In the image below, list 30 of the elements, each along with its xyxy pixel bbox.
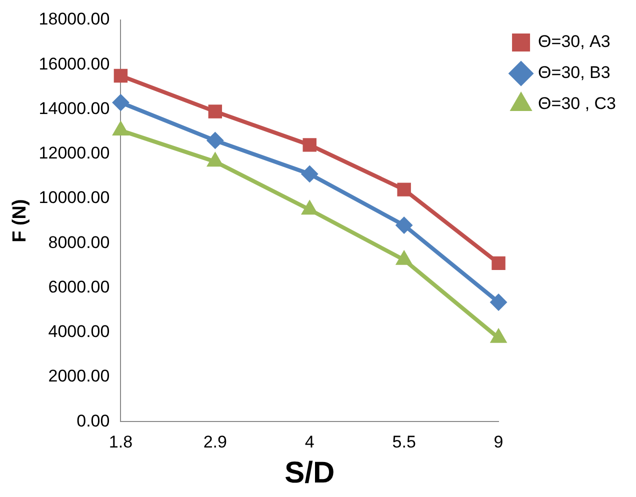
point xyxy=(206,132,224,149)
legend-label: Θ=30 , C3 xyxy=(538,94,616,114)
point xyxy=(301,165,318,182)
y-tick-label: 18000.00 xyxy=(38,10,110,29)
y-tick-label: 6000.00 xyxy=(48,277,110,296)
point xyxy=(492,256,506,270)
y-tick-label: 2000.00 xyxy=(48,366,110,386)
y-tick-label: 4000.00 xyxy=(48,322,110,342)
y-tick-label: 12000.00 xyxy=(38,144,110,163)
x-tick-label: 1.8 xyxy=(108,432,133,452)
y-tick-label: 8000.00 xyxy=(48,232,110,252)
y-tick-label: 10000.00 xyxy=(38,188,110,208)
x-tick-label: 5.5 xyxy=(392,432,416,452)
point xyxy=(114,68,128,83)
point xyxy=(490,294,508,311)
y-tick-label: 14000.00 xyxy=(38,98,110,118)
x-tick-label: 4 xyxy=(304,432,314,452)
point xyxy=(112,94,130,112)
legend-label: Θ=30, A3 xyxy=(538,32,610,52)
legend-label: Θ=30, B3 xyxy=(538,63,610,82)
point xyxy=(208,104,222,118)
x-tick-label: 9 xyxy=(494,432,504,452)
y-axis-title: F (N) xyxy=(10,199,31,242)
x-tick-label: 2.9 xyxy=(203,432,227,452)
y-tick-label: 16000.00 xyxy=(38,54,110,74)
point xyxy=(302,138,316,152)
y-tick-label: 0.00 xyxy=(76,411,110,430)
x-axis-title: S/D xyxy=(284,456,335,490)
point xyxy=(396,216,413,234)
point xyxy=(397,182,411,196)
